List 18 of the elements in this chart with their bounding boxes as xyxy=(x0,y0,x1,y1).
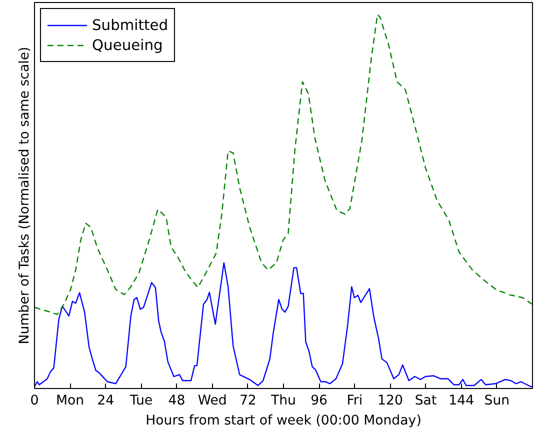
legend-label: Queueing xyxy=(92,36,163,54)
x-tick-label: 72 xyxy=(239,394,256,408)
x-tick-label: 120 xyxy=(377,394,403,408)
y-axis-title: Number of Tasks (Normalised to same scale) xyxy=(18,46,32,344)
x-tick-label: Wed xyxy=(198,394,227,408)
legend-label: Submitted xyxy=(92,16,168,34)
x-tick-label: 48 xyxy=(168,394,186,408)
x-tick-label: 24 xyxy=(97,394,114,408)
x-tick-label: 96 xyxy=(310,394,328,408)
x-tick-label: Sun xyxy=(484,394,510,408)
x-tick-label: 144 xyxy=(448,394,474,408)
x-tick-label: Sat xyxy=(414,394,437,408)
x-tick-label: 0 xyxy=(30,394,39,408)
x-axis-title: Hours from start of week (00:00 Monday) xyxy=(146,414,422,428)
x-tick-label: Thu xyxy=(270,394,296,408)
x-tick-label: Tue xyxy=(128,394,153,408)
x-tick-label: Fri xyxy=(346,394,363,408)
x-tick-label: Mon xyxy=(56,394,84,408)
